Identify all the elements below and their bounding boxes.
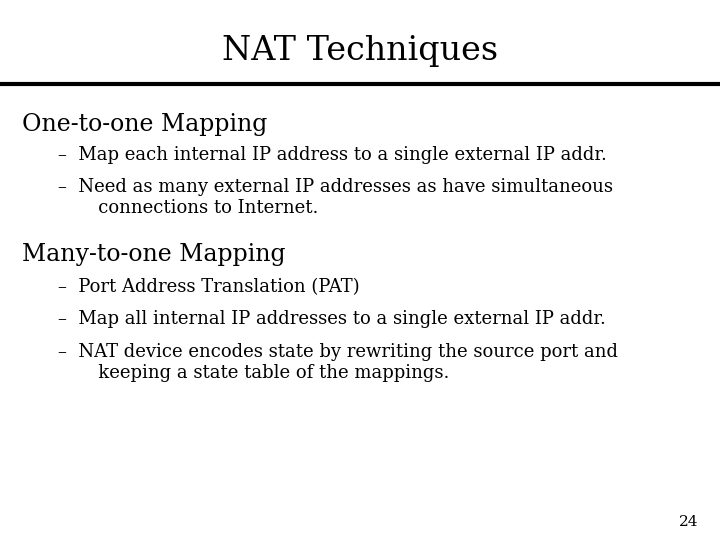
Text: Many-to-one Mapping: Many-to-one Mapping: [22, 243, 285, 266]
Text: –  Map all internal IP addresses to a single external IP addr.: – Map all internal IP addresses to a sin…: [58, 310, 606, 328]
Text: One-to-one Mapping: One-to-one Mapping: [22, 113, 267, 137]
Text: –  Need as many external IP addresses as have simultaneous
       connections to: – Need as many external IP addresses as …: [58, 178, 613, 217]
Text: 24: 24: [679, 515, 698, 529]
Text: –  Map each internal IP address to a single external IP addr.: – Map each internal IP address to a sing…: [58, 146, 606, 164]
Text: NAT Techniques: NAT Techniques: [222, 35, 498, 67]
Text: –  Port Address Translation (PAT): – Port Address Translation (PAT): [58, 278, 359, 296]
Text: –  NAT device encodes state by rewriting the source port and
       keeping a st: – NAT device encodes state by rewriting …: [58, 343, 618, 382]
